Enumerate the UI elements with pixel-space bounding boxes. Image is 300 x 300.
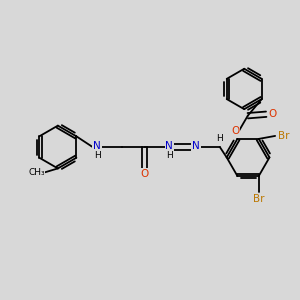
Text: O: O bbox=[140, 169, 149, 179]
Text: CH₃: CH₃ bbox=[28, 168, 45, 177]
Text: O: O bbox=[268, 109, 277, 119]
Text: H: H bbox=[166, 151, 173, 160]
Text: N: N bbox=[93, 140, 101, 151]
Text: Br: Br bbox=[253, 194, 265, 204]
Text: O: O bbox=[231, 126, 239, 136]
Text: H: H bbox=[94, 151, 100, 160]
Text: Br: Br bbox=[278, 131, 289, 141]
Text: N: N bbox=[165, 140, 173, 151]
Text: N: N bbox=[192, 140, 200, 151]
Text: H: H bbox=[217, 134, 223, 142]
